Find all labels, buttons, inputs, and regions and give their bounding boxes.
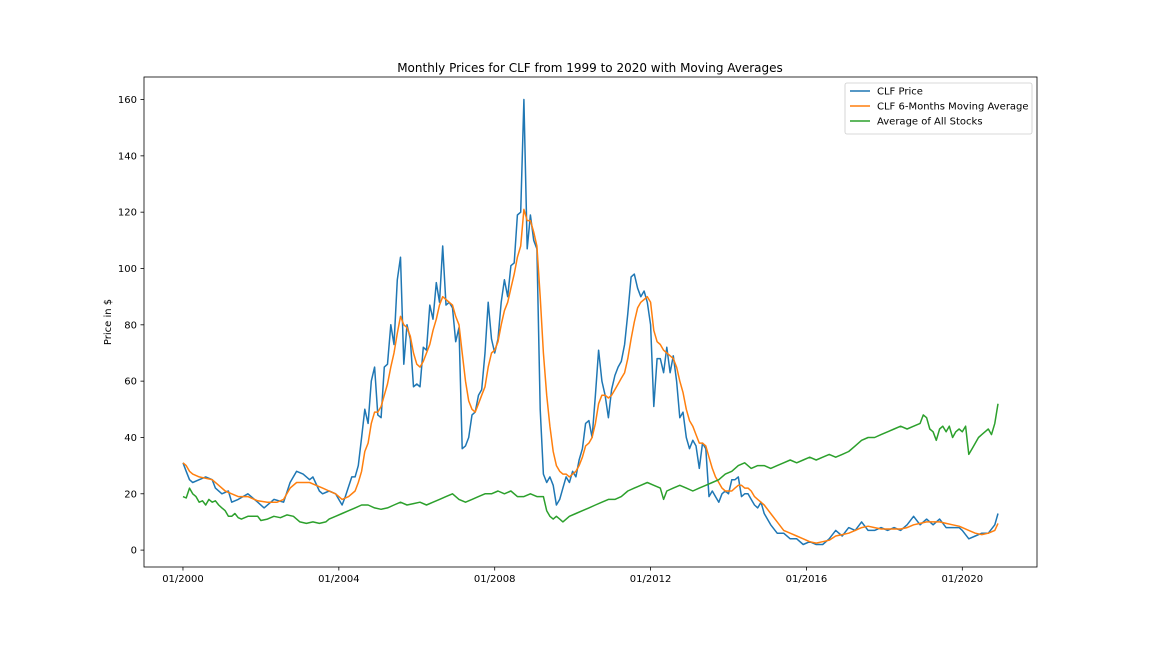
legend-label-2: Average of All Stocks	[877, 117, 983, 128]
y-axis: 0 20 40 60 80 100 120 140 160	[118, 95, 144, 557]
x-axis: 01/2000 01/2004 01/2008 01/2012 01/2016 01/20…	[162, 567, 983, 585]
y-tick-label-6: 120	[118, 208, 137, 219]
legend-label-1: CLF 6-Months Moving Average	[877, 102, 1029, 113]
legend: CLF Price CLF 6-Months Moving Average Aver…	[844, 82, 1033, 135]
chart-title: Monthly Prices for CLF from 1999 to 2020…	[397, 61, 783, 75]
x-tick-label-2: 01/2008	[474, 574, 516, 585]
y-tick-label-2: 40	[124, 433, 137, 444]
series-line-2	[182, 403, 999, 525]
y-tick-label-8: 160	[118, 95, 137, 106]
y-tick-label-1: 20	[124, 489, 137, 500]
y-tick-label-3: 60	[124, 377, 137, 388]
x-tick-label-4: 01/2016	[786, 574, 828, 585]
legend-box	[844, 82, 1033, 135]
y-axis-label: Price in $	[103, 299, 114, 345]
y-tick-label-7: 140	[118, 151, 137, 162]
plot-frame	[143, 76, 1038, 568]
y-tick-label-0: 0	[131, 546, 137, 557]
y-tick-label-5: 100	[118, 264, 137, 275]
legend-label-0: CLF Price	[877, 87, 923, 98]
x-tick-label-5: 01/2020	[942, 574, 984, 585]
y-tick-label-4: 80	[124, 320, 137, 331]
series-line-1	[182, 208, 999, 544]
series-layer	[182, 98, 999, 546]
series-line-0	[182, 98, 999, 546]
x-tick-label-0: 01/2000	[162, 574, 204, 585]
x-tick-label-1: 01/2004	[318, 574, 360, 585]
x-tick-label-3: 01/2012	[630, 574, 672, 585]
